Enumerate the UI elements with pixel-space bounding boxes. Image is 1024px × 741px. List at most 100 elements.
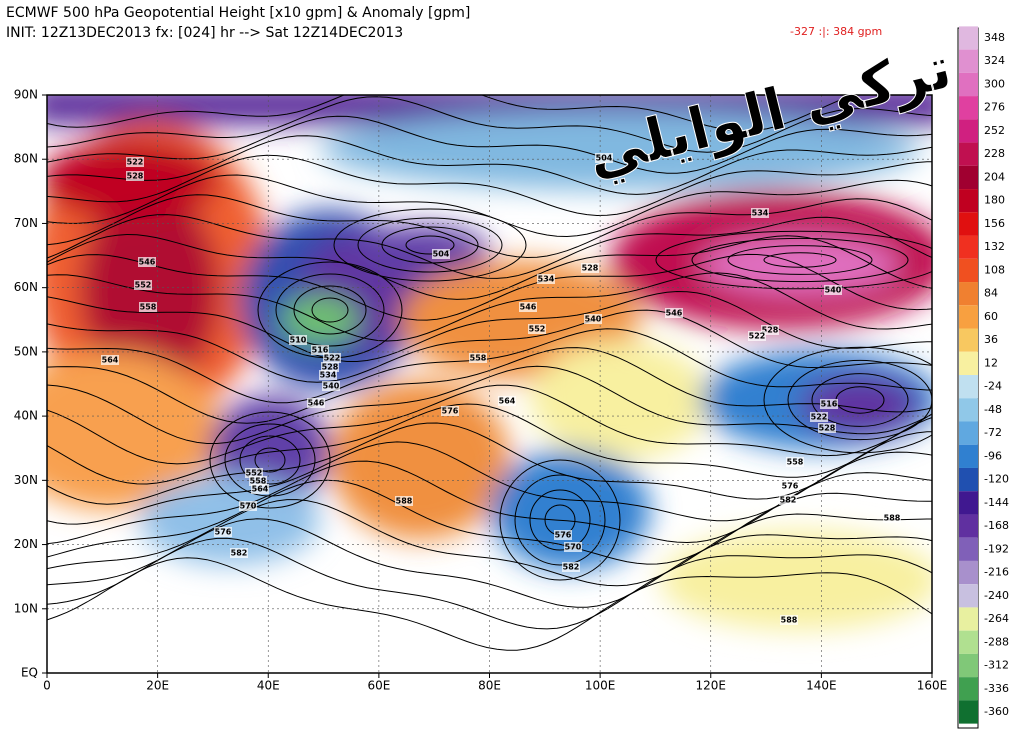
colorbar-swatch (959, 328, 978, 352)
subtitle: INIT: 12Z13DEC2013 fx: [024] hr --> Sat … (6, 25, 403, 41)
contour (47, 233, 932, 300)
label-bg (322, 381, 340, 391)
label-bg (665, 308, 683, 318)
colorbar-swatch (959, 142, 978, 166)
contour-label: 528 (762, 326, 779, 335)
contour-labels: 5225285465525585645105165225285345405465… (101, 153, 901, 625)
colorbar-label: 36 (984, 333, 998, 346)
contour-label: 588 (884, 514, 901, 523)
label-bg (251, 484, 269, 494)
closed-contour (727, 245, 873, 275)
colorbar-label: 84 (984, 287, 998, 300)
colorbar-swatch (959, 189, 978, 213)
label-bg (554, 530, 572, 540)
label-bg (311, 345, 329, 355)
label-bg (498, 396, 516, 406)
contour (47, 95, 856, 132)
colorbar-label: 60 (984, 310, 998, 323)
colorbar-swatch (959, 421, 978, 445)
contour (47, 557, 932, 651)
label-bg (126, 157, 144, 167)
contour-label: 570 (240, 502, 257, 511)
colorbar-swatch (959, 26, 978, 50)
contour-label: 546 (139, 258, 156, 267)
label-bg (134, 280, 152, 290)
closed-contour (254, 447, 286, 473)
contour-label: 522 (127, 158, 144, 167)
closed-contour (333, 208, 527, 282)
lat-label: 20N (14, 537, 38, 551)
lat-label: 40N (14, 409, 38, 423)
colorbar-label: -120 (984, 473, 1009, 486)
contour (47, 194, 932, 259)
label-bg (230, 548, 248, 558)
label-bg (319, 370, 337, 380)
contour-label: 528 (582, 264, 599, 273)
contour-label: 576 (782, 482, 799, 491)
colorbar-label: 156 (984, 217, 1005, 230)
colorbar-label: 12 (984, 356, 998, 369)
colorbar-label: -168 (984, 519, 1009, 532)
label-bg (780, 615, 798, 625)
contour-label: 546 (666, 309, 683, 318)
label-bg (564, 542, 582, 552)
contour-label: 504 (596, 154, 613, 163)
lon-label: 60E (367, 679, 390, 693)
closed-contour (691, 237, 909, 283)
colorbar-label: -360 (984, 705, 1009, 718)
label-bg (528, 324, 546, 334)
contour-label: 528 (819, 424, 836, 433)
colorbar-label: 348 (984, 31, 1005, 44)
label-bg (441, 406, 459, 416)
colorbar-swatch (959, 119, 978, 143)
contour-label: 558 (470, 354, 487, 363)
contour-label: 588 (781, 616, 798, 625)
colorbar-swatch (959, 514, 978, 538)
contour (47, 403, 932, 485)
label-bg (126, 171, 144, 181)
colorbar-label: -240 (984, 589, 1009, 602)
label-bg (584, 314, 602, 324)
colorbar-swatch (959, 72, 978, 97)
lon-label: 40E (257, 679, 280, 693)
label-bg (581, 263, 599, 273)
colorbar-swatch (959, 258, 978, 283)
label-bg (810, 412, 828, 422)
lon-label: 80E (478, 679, 501, 693)
closed-contour (209, 411, 331, 509)
colorbar-label: 132 (984, 240, 1005, 253)
contour-label: 558 (787, 458, 804, 467)
closed-contour (529, 489, 591, 551)
contour (47, 96, 932, 153)
contour-label: 552 (246, 469, 263, 478)
colorbar-swatch (959, 375, 978, 399)
contour-label: 522 (749, 332, 766, 341)
contour-label: 510 (290, 336, 307, 345)
contour-label: 522 (324, 354, 341, 363)
contour-label: 564 (499, 397, 516, 406)
label-bg (101, 355, 119, 365)
colorbar-label: -144 (984, 496, 1009, 509)
closed-contour (293, 285, 367, 335)
lon-label: 160E (917, 679, 948, 693)
lat-label: 30N (14, 473, 38, 487)
closed-contour (787, 359, 932, 441)
contour-label: 564 (252, 485, 269, 494)
lat-label: 70N (14, 216, 38, 230)
lat-label: EQ (21, 666, 38, 680)
label-bg (779, 495, 797, 505)
label-bg (820, 399, 838, 409)
label-bg (537, 274, 555, 284)
colorbar-label: 228 (984, 147, 1005, 160)
label-bg (138, 257, 156, 267)
contour (47, 365, 932, 444)
contour-label: 576 (555, 531, 572, 540)
contour (47, 272, 932, 342)
lat-label: 80N (14, 152, 38, 166)
colorbar-label: 204 (984, 170, 1005, 183)
colorbar-swatch (959, 677, 978, 701)
colorbar-label: -96 (984, 449, 1002, 462)
label-bg (781, 481, 799, 491)
colorbar-label: -288 (984, 635, 1009, 648)
colorbar-swatch (959, 282, 978, 306)
